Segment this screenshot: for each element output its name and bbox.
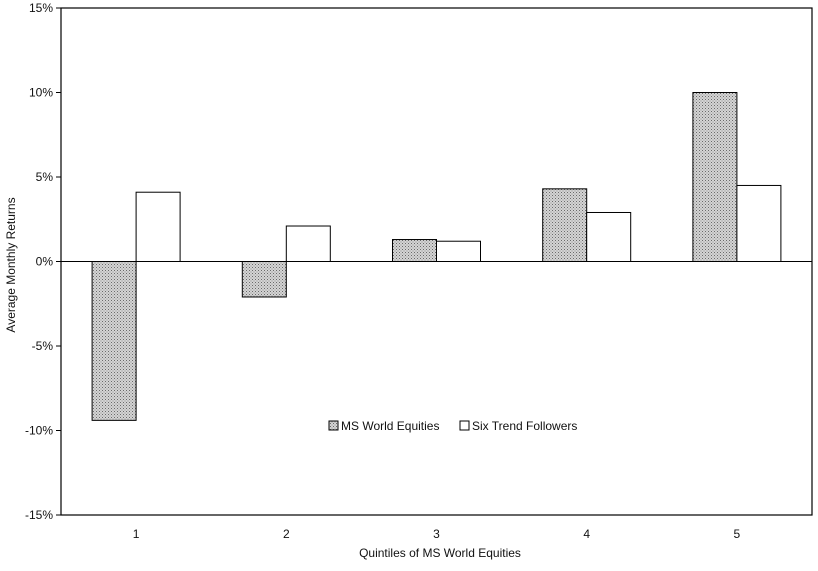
bar-six-trend-followers-q2 xyxy=(285,225,331,262)
y-tick-label: -5% xyxy=(32,339,54,353)
bar-ms-world-equities-q3 xyxy=(392,239,437,262)
legend-label-ms-world-equities: MS World Equities xyxy=(341,419,439,433)
bar-ms-world-equities-q1 xyxy=(91,261,137,421)
y-tick-label: 15% xyxy=(29,1,53,15)
legend-label-six-trend-followers: Six Trend Followers xyxy=(472,419,577,433)
bar-ms-world-equities-q5 xyxy=(692,92,738,262)
x-tick-label: 1 xyxy=(133,527,140,541)
bar-six-trend-followers-q5 xyxy=(736,184,782,262)
x-tick-label: 2 xyxy=(283,527,290,541)
y-tick-label: -10% xyxy=(25,424,53,438)
y-tick-label: 0% xyxy=(36,255,54,269)
x-tick-label: 3 xyxy=(433,527,440,541)
y-tick-label: 5% xyxy=(36,170,54,184)
y-tick-label: -15% xyxy=(25,508,53,522)
x-axis-title: Quintiles of MS World Equities xyxy=(359,546,521,560)
legend: MS World Equities Six Trend Followers xyxy=(328,419,577,433)
bar-six-trend-followers-q4 xyxy=(586,211,632,263)
bar-six-trend-followers-q3 xyxy=(436,240,481,263)
bar-ms-world-equities-q2 xyxy=(241,261,287,298)
x-tick-label: 5 xyxy=(734,527,741,541)
x-tick-label: 4 xyxy=(583,527,590,541)
bar-ms-world-equities-q4 xyxy=(542,188,588,262)
legend-swatch-six-trend-followers xyxy=(459,420,470,431)
legend-swatch-ms-world-equities xyxy=(328,420,339,431)
y-axis-title: Average Monthly Returns xyxy=(4,197,18,332)
bar-six-trend-followers-q1 xyxy=(135,191,181,263)
y-tick-label: 10% xyxy=(29,86,53,100)
